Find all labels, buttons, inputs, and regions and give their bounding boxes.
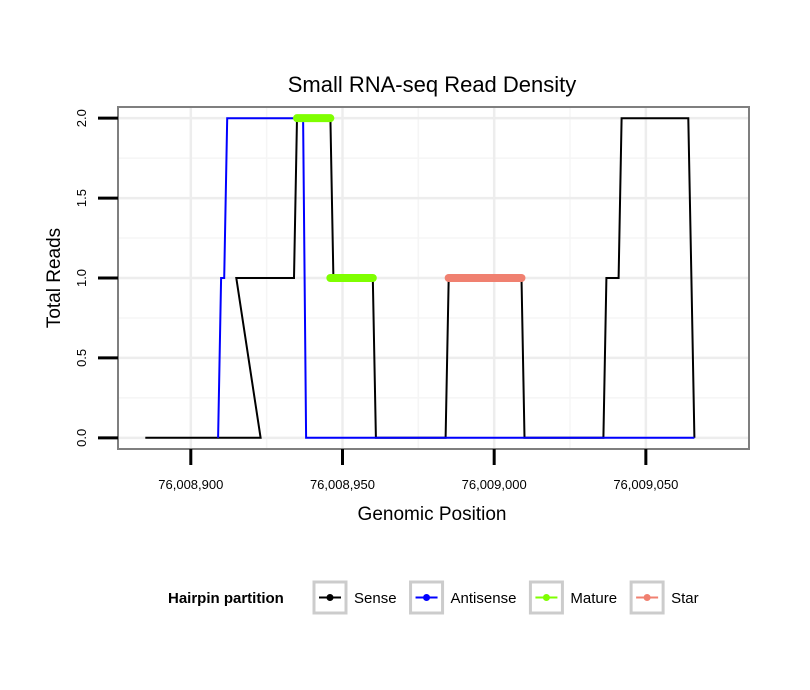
series-antisense — [217, 117, 695, 439]
series-mature — [292, 114, 377, 282]
antisense-line — [217, 117, 695, 439]
legend-item-star: Star — [629, 580, 699, 615]
legend-item-sense: Sense — [312, 580, 397, 615]
legend-label: Antisense — [451, 590, 517, 607]
y-tick-label: 1.5 — [74, 189, 89, 207]
x-tick-label: 76,009,050 — [613, 477, 678, 492]
legend-item-antisense: Antisense — [409, 580, 517, 615]
x-tick-label: 76,008,900 — [158, 477, 223, 492]
plot-area: 0.0 0.5 1.0 1.5 2.0 76,008,900 76,008,950 76,00… — [74, 106, 750, 492]
y-tick-label: 0.0 — [74, 429, 89, 447]
legend: Sense Antisense Mature Star — [312, 580, 699, 615]
y-tick-label: 0.5 — [74, 349, 89, 367]
x-tick-label: 76,008,950 — [310, 477, 375, 492]
legend-key-dot — [326, 594, 334, 601]
legend-key-dot — [423, 594, 431, 601]
chart-title: Small RNA-seq Read Density — [288, 72, 577, 97]
legend-label: Mature — [570, 590, 617, 607]
legend-title: Hairpin partition — [168, 590, 284, 607]
legend-key-dot — [643, 594, 651, 601]
legend-key-dot — [542, 594, 550, 601]
y-tick-label: 1.0 — [74, 269, 89, 287]
y-axis-title: Total Reads — [44, 228, 65, 328]
x-axis-title: Genomic Position — [358, 504, 507, 525]
legend-label: Sense — [354, 590, 397, 607]
legend-item-mature: Mature — [528, 580, 617, 615]
x-tick-label: 76,009,000 — [462, 477, 527, 492]
legend-label: Star — [671, 590, 699, 607]
y-tick-label: 2.0 — [74, 109, 89, 127]
